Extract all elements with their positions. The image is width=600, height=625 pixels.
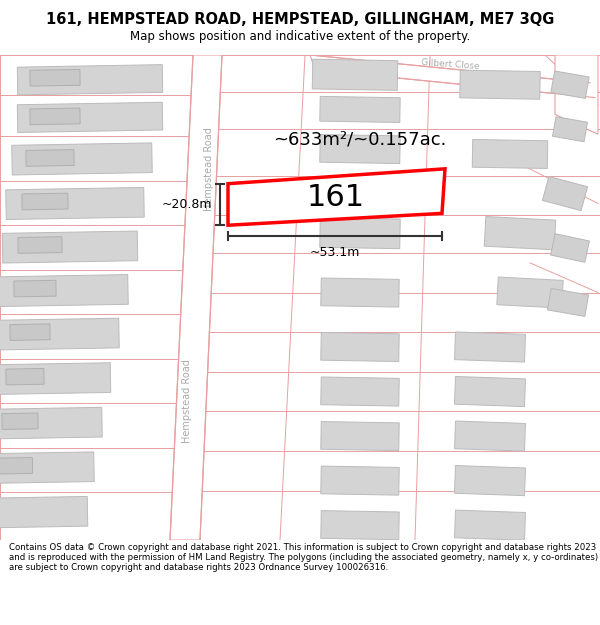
- Polygon shape: [0, 274, 128, 306]
- Polygon shape: [321, 332, 399, 361]
- Text: Contains OS data © Crown copyright and database right 2021. This information is : Contains OS data © Crown copyright and d…: [9, 542, 598, 572]
- Polygon shape: [455, 332, 526, 362]
- Polygon shape: [320, 134, 400, 164]
- Polygon shape: [320, 96, 400, 122]
- Text: Gilbert Close: Gilbert Close: [421, 58, 479, 71]
- Polygon shape: [6, 369, 44, 385]
- Text: ~20.8m: ~20.8m: [161, 198, 212, 211]
- Polygon shape: [6, 188, 144, 219]
- Polygon shape: [551, 71, 589, 98]
- Polygon shape: [26, 149, 74, 166]
- Polygon shape: [321, 278, 399, 307]
- Polygon shape: [320, 217, 400, 249]
- Polygon shape: [0, 452, 94, 484]
- Text: 161: 161: [307, 183, 365, 213]
- Polygon shape: [497, 277, 563, 308]
- Polygon shape: [455, 376, 526, 407]
- Polygon shape: [2, 231, 138, 263]
- Polygon shape: [30, 69, 80, 86]
- Polygon shape: [17, 102, 163, 132]
- Polygon shape: [551, 234, 589, 262]
- Polygon shape: [472, 139, 548, 169]
- Polygon shape: [542, 176, 587, 211]
- Text: 161, HEMPSTEAD ROAD, HEMPSTEAD, GILLINGHAM, ME7 3QG: 161, HEMPSTEAD ROAD, HEMPSTEAD, GILLINGH…: [46, 12, 554, 27]
- Polygon shape: [14, 280, 56, 297]
- Polygon shape: [0, 496, 88, 528]
- Polygon shape: [2, 413, 38, 429]
- Polygon shape: [170, 55, 222, 540]
- Polygon shape: [10, 324, 50, 341]
- Polygon shape: [555, 55, 598, 134]
- Polygon shape: [17, 64, 163, 95]
- Polygon shape: [321, 377, 399, 406]
- Text: Hempstead Road: Hempstead Road: [182, 359, 192, 443]
- Polygon shape: [547, 289, 589, 316]
- Polygon shape: [455, 466, 526, 496]
- Polygon shape: [22, 193, 68, 210]
- Text: ~633m²/~0.157ac.: ~633m²/~0.157ac.: [274, 130, 446, 148]
- Polygon shape: [321, 421, 399, 451]
- Polygon shape: [0, 408, 102, 439]
- Text: ~53.1m: ~53.1m: [310, 246, 360, 259]
- Polygon shape: [0, 362, 111, 394]
- Polygon shape: [228, 169, 445, 225]
- Polygon shape: [0, 458, 32, 474]
- Polygon shape: [12, 143, 152, 175]
- Polygon shape: [460, 70, 540, 99]
- Polygon shape: [0, 318, 119, 350]
- Polygon shape: [553, 117, 587, 142]
- Polygon shape: [30, 108, 80, 125]
- Polygon shape: [455, 421, 526, 451]
- Polygon shape: [312, 59, 398, 91]
- Polygon shape: [455, 510, 526, 540]
- Text: Hempstead Road: Hempstead Road: [204, 127, 214, 211]
- Polygon shape: [321, 466, 399, 495]
- Polygon shape: [484, 216, 556, 250]
- Text: Map shows position and indicative extent of the property.: Map shows position and indicative extent…: [130, 30, 470, 43]
- Polygon shape: [310, 55, 595, 98]
- Polygon shape: [18, 237, 62, 253]
- Polygon shape: [321, 511, 399, 539]
